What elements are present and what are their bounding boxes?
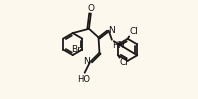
Text: Br: Br: [71, 45, 81, 54]
Text: N: N: [83, 57, 90, 66]
Text: O: O: [88, 4, 95, 12]
Text: Cl: Cl: [129, 27, 138, 36]
Text: N: N: [108, 26, 115, 35]
Text: HN: HN: [112, 41, 125, 50]
Text: Cl: Cl: [120, 58, 129, 67]
Text: HO: HO: [77, 75, 90, 84]
